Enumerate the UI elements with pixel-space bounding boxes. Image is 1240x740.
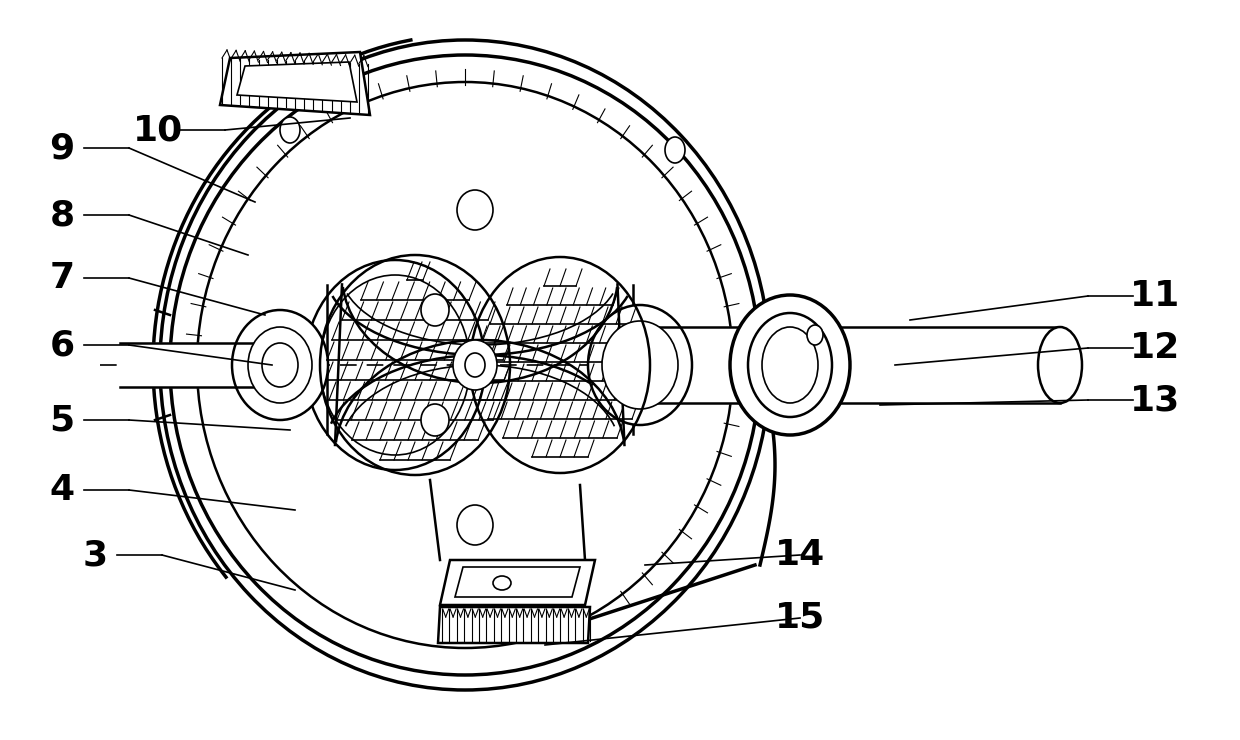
Ellipse shape (320, 275, 470, 455)
Text: 5: 5 (50, 403, 74, 437)
Text: 3: 3 (82, 538, 108, 572)
Ellipse shape (458, 190, 494, 230)
Ellipse shape (494, 576, 511, 590)
Text: 4: 4 (50, 473, 74, 507)
Text: 15: 15 (775, 601, 825, 635)
Ellipse shape (807, 325, 823, 345)
Ellipse shape (601, 321, 678, 409)
Ellipse shape (763, 327, 818, 403)
Ellipse shape (453, 340, 497, 390)
Ellipse shape (422, 294, 449, 326)
Polygon shape (455, 567, 580, 597)
Ellipse shape (465, 353, 485, 377)
Polygon shape (440, 560, 595, 605)
Ellipse shape (280, 117, 300, 143)
Ellipse shape (730, 295, 849, 435)
Text: 8: 8 (50, 198, 74, 232)
Text: 12: 12 (1130, 331, 1180, 365)
Ellipse shape (588, 305, 692, 425)
Ellipse shape (748, 313, 832, 417)
Polygon shape (219, 52, 370, 115)
Ellipse shape (170, 55, 760, 675)
Text: 11: 11 (1130, 279, 1180, 313)
Ellipse shape (248, 327, 312, 403)
Ellipse shape (1038, 327, 1083, 403)
Text: 9: 9 (50, 131, 74, 165)
Text: 6: 6 (50, 328, 74, 362)
Ellipse shape (232, 310, 329, 420)
Polygon shape (438, 607, 590, 643)
Text: 10: 10 (133, 113, 184, 147)
Text: 7: 7 (50, 261, 74, 295)
Text: 13: 13 (1130, 383, 1180, 417)
Ellipse shape (422, 404, 449, 436)
Ellipse shape (305, 260, 485, 470)
Ellipse shape (458, 505, 494, 545)
Ellipse shape (262, 343, 298, 387)
Ellipse shape (197, 82, 733, 648)
Polygon shape (237, 62, 357, 102)
Ellipse shape (665, 137, 684, 163)
Text: 14: 14 (775, 538, 825, 572)
